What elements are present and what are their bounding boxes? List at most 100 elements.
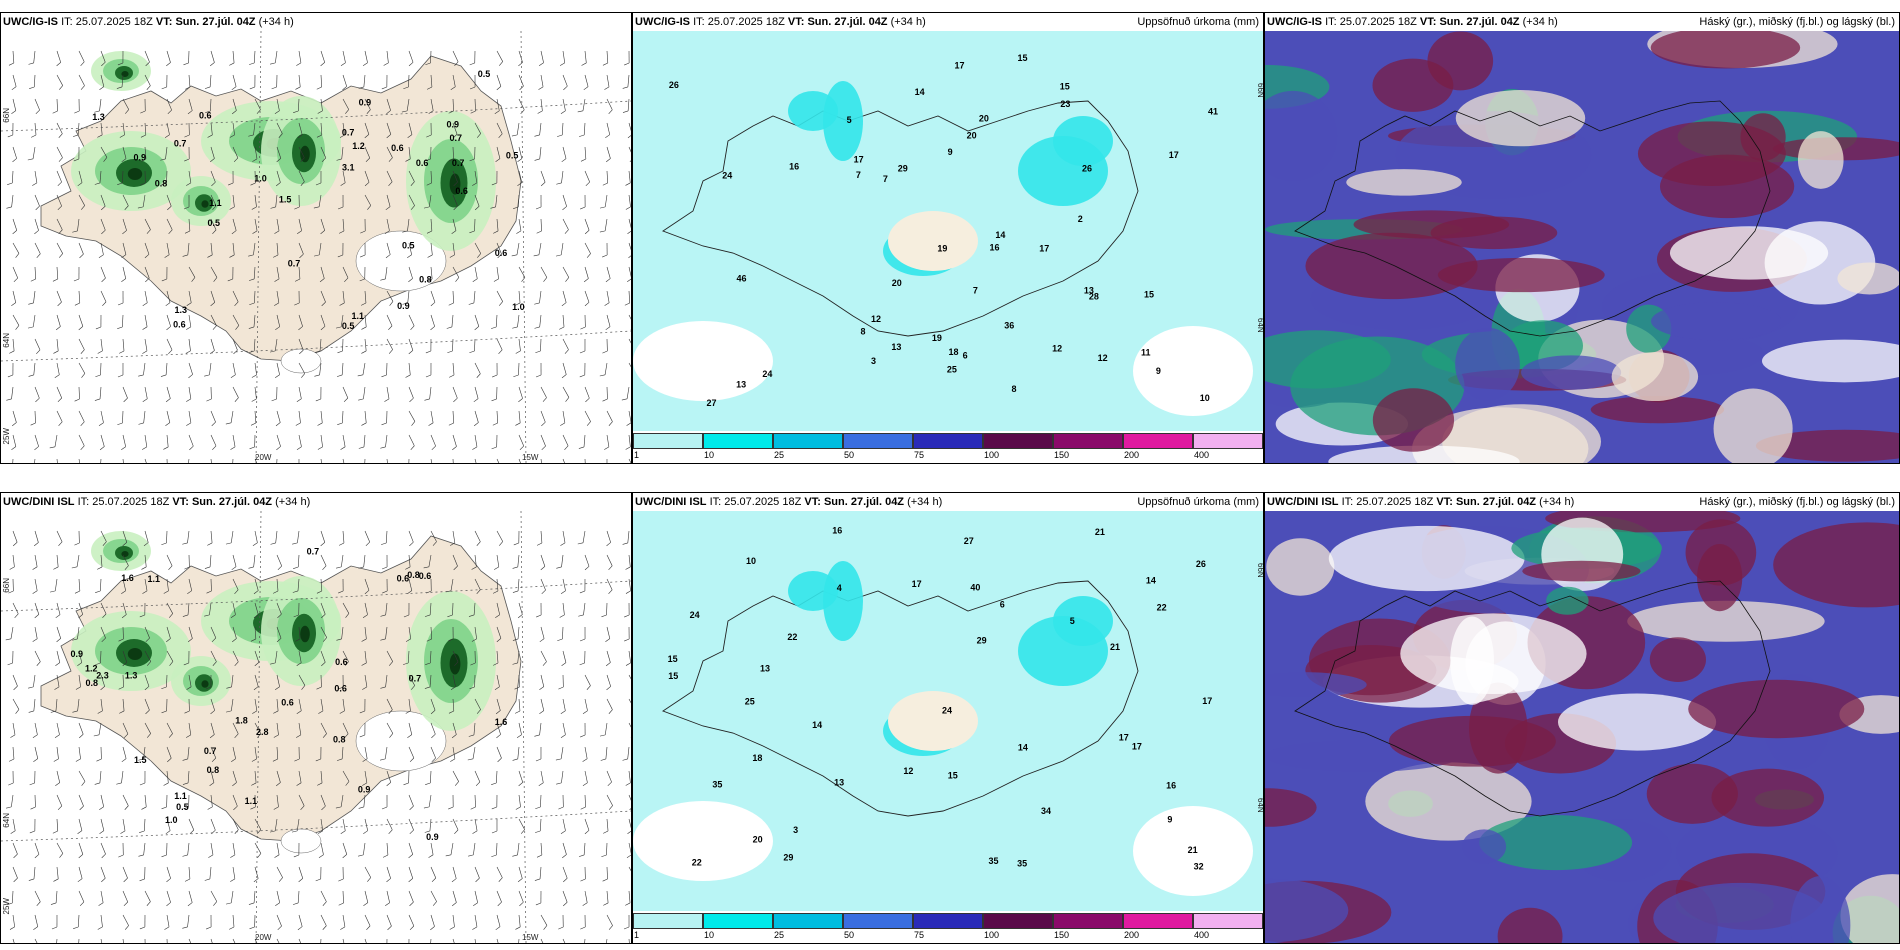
wind-barb — [160, 146, 168, 161]
wind-barb — [405, 362, 411, 378]
wind-barb — [274, 842, 280, 858]
legend-swatch — [843, 913, 913, 929]
wind-barb — [380, 266, 388, 281]
wind-barb — [12, 602, 19, 618]
wind-barb — [496, 122, 503, 138]
wind-barb — [296, 386, 302, 402]
wind-barb — [164, 914, 170, 930]
wind-barb — [468, 602, 476, 617]
precip-value-label: 18 — [752, 753, 762, 763]
legend-label: 75 — [914, 930, 925, 940]
precip-value-label: 9 — [1167, 815, 1172, 825]
wind-barb — [448, 698, 455, 714]
wind-barb — [605, 146, 611, 163]
wind-barb — [210, 818, 216, 835]
precip-value-label: 13 — [760, 664, 770, 674]
wind-barb — [7, 122, 14, 138]
wind-barb — [358, 386, 366, 401]
wind-barb — [428, 842, 434, 858]
precip-value-label: 1.5 — [279, 194, 292, 204]
wind-barb — [469, 146, 476, 162]
wind-barb — [297, 218, 302, 235]
wind-barb — [430, 914, 435, 931]
wind-barb — [292, 890, 300, 905]
wind-barb — [229, 194, 235, 210]
wind-barb — [385, 890, 390, 907]
wind-barb — [408, 938, 410, 943]
wind-barb — [292, 578, 300, 593]
wind-barb — [231, 746, 236, 763]
wind-barb — [9, 554, 15, 570]
precip-value-label: 15 — [668, 671, 678, 681]
precip-value-label: 7 — [973, 285, 978, 295]
wind-barb — [209, 50, 215, 67]
precip-value-label: 0.8 — [207, 765, 220, 775]
lat-label-66n: 66N — [1256, 83, 1264, 98]
panel-header: UWC/IG-IS IT: 25.07.2025 18Z VT: Sun. 27… — [633, 13, 1263, 31]
precip-value-label: 32 — [1194, 861, 1204, 871]
wind-barb — [100, 866, 106, 883]
wind-barb — [30, 266, 37, 282]
wind-barb — [97, 698, 103, 714]
wind-barb — [535, 338, 542, 354]
wind-barb — [423, 794, 432, 809]
wind-barb — [335, 794, 344, 809]
wind-barb — [408, 674, 415, 690]
cloud-patch — [1522, 560, 1641, 582]
wind-barb — [533, 242, 542, 257]
wind-barb — [94, 98, 102, 113]
wind-barb — [210, 698, 215, 715]
wind-barb — [535, 362, 542, 378]
lat-label-25w: 25W — [2, 898, 11, 915]
wind-barb — [430, 530, 437, 546]
gridline — [255, 31, 262, 463]
wind-barb — [556, 170, 564, 185]
wind-barb — [451, 722, 457, 739]
wind-barb — [139, 914, 146, 930]
wind-barb — [580, 722, 586, 738]
wind-barb — [166, 50, 171, 67]
precip-hotspot — [1053, 596, 1113, 646]
precip-value-label: 7 — [856, 170, 861, 180]
wind-barb — [188, 362, 193, 379]
precip-hotspot — [1053, 116, 1113, 166]
wind-barb — [253, 578, 259, 595]
wind-barb — [209, 146, 215, 163]
wind-barb — [12, 842, 18, 859]
wind-barb — [144, 74, 151, 90]
wind-barb — [249, 290, 256, 306]
lat-label-64n: 64N — [1256, 318, 1264, 333]
precip-value-label: 0.6 — [416, 158, 429, 168]
wind-barb — [315, 170, 322, 186]
wind-barb — [270, 194, 278, 209]
glacier — [888, 211, 978, 271]
wind-barb — [358, 434, 366, 449]
cloud-map — [1265, 31, 1899, 463]
wind-barb — [336, 362, 344, 377]
wind-barb — [496, 938, 501, 943]
wind-barb — [379, 746, 388, 761]
lat-label-25w: 25W — [2, 428, 11, 445]
wind-barb — [254, 458, 261, 463]
wind-barb — [186, 290, 192, 306]
wind-barb — [473, 386, 479, 403]
wind-barb — [34, 650, 41, 666]
wind-barb — [204, 362, 212, 377]
wind-barb — [161, 266, 168, 282]
wind-barb — [320, 458, 324, 463]
wind-barb — [54, 674, 60, 690]
precip-value-label: 1.1 — [174, 791, 187, 801]
wind-barb — [584, 242, 591, 258]
wind-barb — [540, 170, 546, 187]
wind-barb — [274, 218, 280, 234]
wind-barb — [364, 98, 371, 114]
wind-barb — [273, 578, 279, 594]
wind-barb — [625, 554, 631, 570]
wind-barb — [490, 194, 498, 209]
precip-value-label: 0.7 — [452, 158, 465, 168]
panel-dini-clouds: UWC/DINI ISL IT: 25.07.2025 18Z VT: Sun.… — [1264, 492, 1900, 944]
wind-barb — [161, 74, 168, 90]
wind-barb — [12, 242, 20, 258]
wind-barb — [511, 242, 520, 257]
wind-barb — [423, 554, 432, 569]
